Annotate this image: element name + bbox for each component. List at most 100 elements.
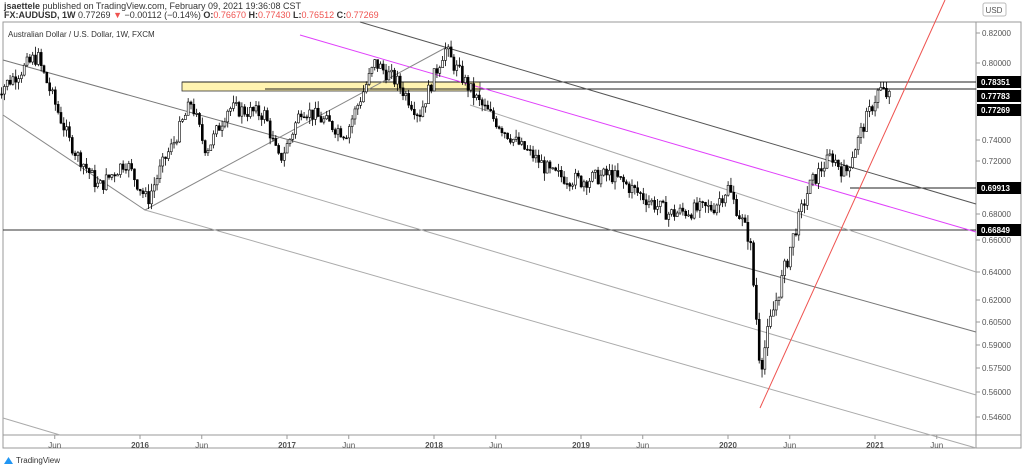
candle [613, 170, 617, 183]
candle [381, 63, 385, 71]
candle [882, 87, 885, 89]
candle [421, 106, 425, 117]
candle [543, 160, 546, 174]
candle [342, 136, 345, 139]
candle [729, 184, 733, 193]
price-tick-label: 0.68000 [982, 210, 1011, 219]
candle [596, 169, 600, 185]
candle [356, 105, 360, 110]
time-axis[interactable]: Jun 2016 Jun 2017 Jun 2018 Jun 2019 Jun 2020 Jun 20… [48, 435, 943, 450]
candle [721, 198, 724, 204]
candle [432, 68, 436, 92]
candle [34, 54, 37, 65]
candle [475, 94, 478, 98]
candle [387, 71, 391, 81]
candle [715, 204, 719, 214]
candle [687, 214, 690, 217]
candle [172, 142, 176, 145]
close-label: C: [336, 10, 347, 20]
candle [155, 178, 159, 186]
candle [585, 181, 589, 188]
channel-bottom[interactable] [144, 209, 977, 449]
candle [523, 141, 526, 150]
candle [817, 168, 820, 184]
high-label: H: [248, 10, 258, 20]
candle [229, 108, 232, 112]
currency-badge[interactable] [982, 2, 1007, 17]
candle [478, 94, 481, 101]
candle [410, 104, 413, 110]
channel-line[interactable] [2, 59, 977, 333]
candle [234, 102, 238, 104]
candle [551, 167, 555, 170]
candle [5, 79, 9, 87]
channel-upper[interactable] [359, 21, 977, 205]
candle [141, 190, 145, 195]
candle [718, 198, 721, 206]
candle [783, 260, 786, 276]
candle [59, 112, 63, 124]
candle [887, 91, 891, 98]
candle [209, 144, 213, 151]
time-tick-label: 2020 [719, 441, 737, 450]
candle [800, 203, 803, 212]
candle [336, 128, 340, 135]
candle [808, 179, 812, 194]
candle [763, 347, 767, 370]
candle [393, 69, 396, 85]
candle [158, 165, 162, 180]
candle [353, 108, 357, 120]
candle [647, 201, 651, 206]
candle [483, 104, 487, 107]
candle [452, 56, 456, 71]
candle [560, 170, 563, 178]
candle [116, 174, 119, 177]
candle [192, 103, 196, 115]
candle [698, 201, 702, 211]
high-value: 0.77430 [257, 10, 291, 20]
candle [602, 168, 606, 176]
channel-lower[interactable] [219, 169, 977, 396]
candle [201, 124, 204, 141]
red-trendline[interactable] [759, 0, 946, 409]
candle [500, 128, 504, 133]
pink-trendline[interactable] [299, 34, 977, 233]
candle [622, 176, 625, 183]
candle [96, 182, 100, 187]
candle [842, 165, 846, 177]
candle [789, 246, 792, 268]
candle [675, 212, 679, 217]
candle [509, 138, 512, 143]
candle [435, 68, 439, 74]
candle [11, 76, 15, 85]
candle [359, 101, 362, 106]
candle [625, 181, 628, 185]
price-label-box [977, 76, 1021, 88]
candle [0, 93, 3, 96]
candle [294, 122, 297, 135]
channel-mid[interactable] [469, 104, 977, 273]
candle [469, 83, 473, 91]
candle [79, 152, 83, 167]
candle [102, 180, 105, 190]
candle [805, 193, 809, 206]
candle [707, 204, 710, 207]
time-tick-label: Jun [930, 441, 943, 450]
candle [709, 204, 713, 211]
channel-extra[interactable] [2, 417, 61, 436]
candle [215, 125, 218, 135]
candle [302, 116, 306, 119]
candle [299, 113, 303, 118]
candle [574, 172, 577, 186]
v-trendlines[interactable] [2, 47, 446, 211]
candle [319, 116, 323, 123]
time-tick-label: 2017 [278, 441, 296, 450]
price-tick-label: 0.80000 [982, 59, 1011, 68]
candle [862, 126, 866, 132]
author[interactable]: jsaettele [4, 1, 41, 11]
price-axis[interactable]: 0.82000 0.80000 0.74000 0.72000 0.68000 0.660… [976, 29, 1021, 422]
candle [492, 110, 495, 120]
candle [692, 202, 696, 219]
tradingview-logo[interactable]: TradingView [4, 456, 60, 465]
